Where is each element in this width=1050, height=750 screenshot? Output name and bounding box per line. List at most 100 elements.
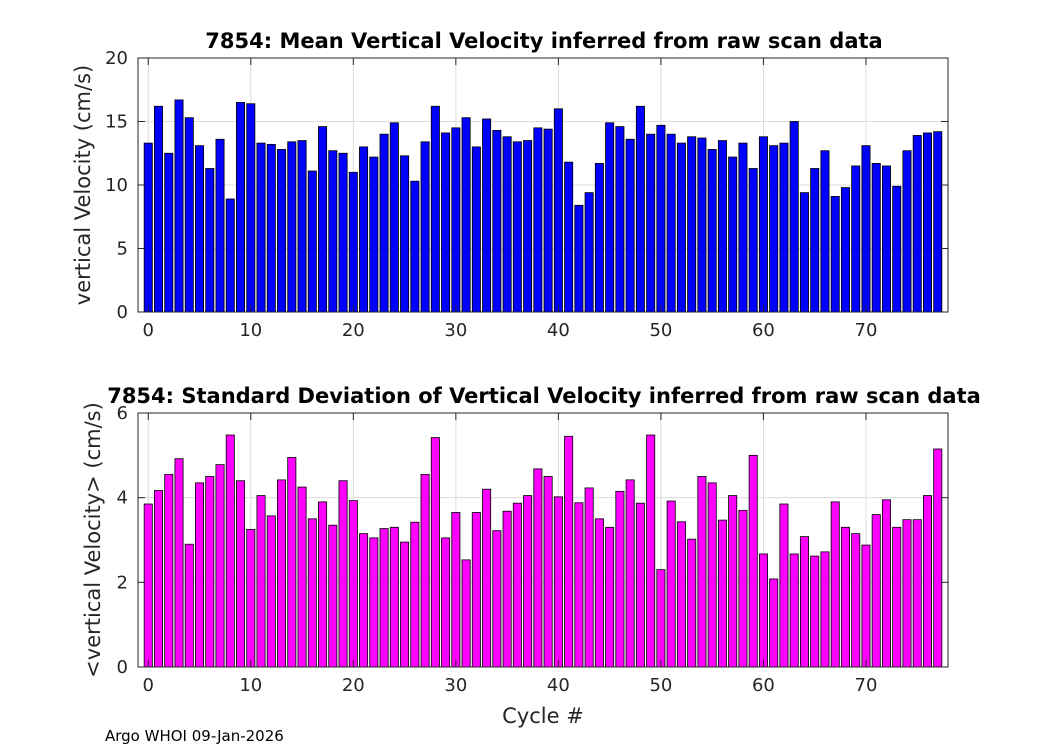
stddev-bar (646, 434, 656, 668)
stddev-bar (902, 519, 912, 668)
mean-ytick-label: 5 (117, 239, 128, 260)
stddev-bar (492, 530, 502, 668)
stddev-xtick-label: 50 (649, 675, 672, 696)
stddev-bar (881, 499, 891, 668)
mean-bar (892, 185, 902, 313)
mean-bar (574, 204, 584, 313)
mean-bar (553, 108, 563, 313)
stddev-bar (933, 448, 943, 668)
mean-bar (707, 149, 717, 313)
mean-bar (697, 137, 707, 313)
mean-bar (799, 192, 809, 313)
stddev-bar (543, 476, 553, 668)
mean-ytick-label: 20 (105, 48, 128, 69)
mean-bar (195, 145, 205, 313)
mean-bar (594, 163, 604, 313)
mean-bar (902, 150, 912, 313)
mean-bar (266, 143, 276, 313)
stddev-bar (420, 473, 430, 668)
mean-bar (830, 196, 840, 313)
mean-ytick-label: 15 (105, 112, 128, 133)
mean-bar (287, 141, 297, 313)
mean-bar (369, 156, 379, 313)
stddev-bar (861, 544, 871, 668)
mean-bar (328, 150, 338, 313)
stddev-bar (430, 437, 440, 668)
stddev-bar (164, 473, 174, 668)
mean-bar (430, 105, 440, 313)
mean-bar (420, 141, 430, 313)
mean-bar (564, 161, 574, 313)
stddev-bar (502, 510, 512, 668)
mean-bar (881, 165, 891, 313)
mean-bar (584, 192, 594, 313)
stddev-bar (184, 543, 194, 668)
stddev-bar (615, 490, 625, 668)
stddev-chart-axes-box (137, 412, 949, 668)
stddev-bar (307, 518, 317, 668)
stddev-ytick-label: 6 (117, 403, 128, 424)
stddev-bar (441, 537, 451, 668)
stddev-bar (687, 538, 697, 668)
stddev-bar (574, 502, 584, 668)
mean-bar (348, 171, 358, 313)
mean-bar (379, 133, 389, 313)
stddev-bar (717, 519, 727, 668)
stddev-bar (676, 521, 686, 668)
stddev-ytick-label: 2 (117, 572, 128, 593)
stddev-bar (338, 480, 348, 668)
mean-bar (502, 136, 512, 313)
mean-bar (748, 168, 758, 313)
mean-xtick-label: 0 (143, 320, 154, 341)
mean-bar (512, 141, 522, 313)
stddev-bar (851, 533, 861, 668)
stddev-bar (789, 553, 799, 668)
mean-bar (912, 135, 922, 313)
mean-bar (277, 149, 287, 313)
stddev-bar (205, 476, 215, 668)
stddev-bar (769, 578, 779, 668)
stddev-bar (328, 524, 338, 668)
mean-bar (656, 124, 666, 313)
mean-bar (738, 142, 748, 313)
mean-bar (922, 132, 932, 313)
stddev-bar (174, 458, 184, 668)
mean-bar (215, 138, 225, 313)
mean-chart-title: 7854: Mean Vertical Velocity inferred fr… (205, 29, 882, 53)
stddev-velocity-chart: 7854: Standard Deviation of Vertical Vel… (81, 384, 981, 728)
stddev-bar (154, 490, 164, 668)
mean-bar (184, 117, 194, 313)
stddev-bar (666, 500, 676, 668)
stddev-bar (553, 496, 563, 668)
mean-bar (625, 138, 635, 313)
mean-bar (851, 165, 861, 313)
stddev-xtick-label: 40 (547, 675, 570, 696)
stddev-bar (471, 512, 481, 668)
mean-bar (779, 142, 789, 313)
stddev-bar (389, 526, 399, 668)
stddev-bar (297, 486, 307, 668)
mean-bar (410, 180, 420, 313)
stddev-bar (697, 476, 707, 668)
stddev-bar (830, 501, 840, 668)
stddev-bar (379, 528, 389, 668)
mean-bar (338, 152, 348, 313)
mean-bar (359, 146, 369, 313)
stddev-bar (266, 515, 276, 668)
stddev-bar (359, 533, 369, 668)
mean-bar (861, 145, 871, 313)
mean-bar (441, 132, 451, 313)
mean-ytick-label: 10 (105, 175, 128, 196)
stddev-xtick-label: 60 (752, 675, 775, 696)
stddev-bar (461, 559, 471, 668)
stddev-bar (287, 457, 297, 668)
stddev-bar (840, 526, 850, 668)
stddev-bar (318, 501, 328, 668)
mean-bar (523, 140, 533, 313)
mean-bar (256, 142, 266, 313)
stddev-bar (728, 495, 738, 668)
stddev-bar (277, 479, 287, 668)
mean-bar (471, 146, 481, 313)
mean-bar (533, 127, 543, 313)
